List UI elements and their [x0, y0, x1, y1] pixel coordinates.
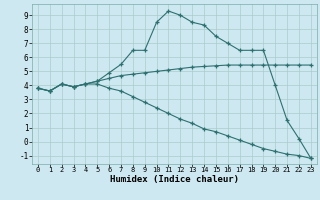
X-axis label: Humidex (Indice chaleur): Humidex (Indice chaleur) — [110, 175, 239, 184]
